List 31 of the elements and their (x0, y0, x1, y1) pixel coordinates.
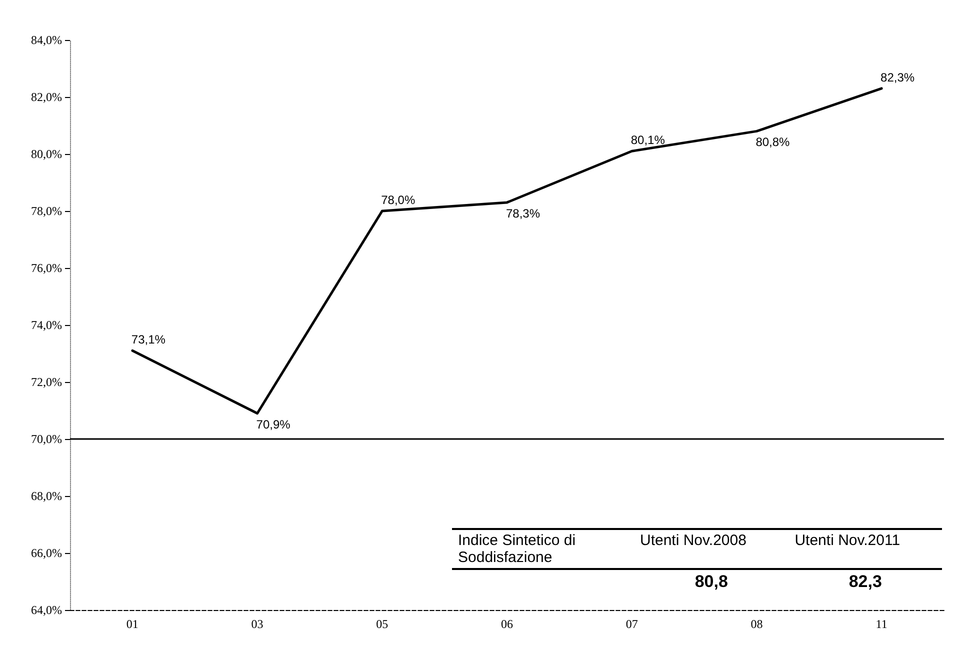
data-label: 80,1% (630, 133, 666, 148)
y-tick-label: 70,0% (31, 432, 62, 446)
y-tick-label: 76,0% (31, 261, 62, 275)
data-label: 82,3% (880, 70, 915, 84)
data-label: 78,0% (381, 193, 416, 207)
y-tick-label: 66,0% (31, 546, 62, 560)
y-tick-label: 68,0% (31, 489, 62, 503)
y-tick-label: 64,0% (31, 603, 62, 617)
x-tick-label: 06 (501, 617, 513, 631)
x-tick-label: 11 (876, 617, 888, 631)
x-tick-label: 07 (626, 617, 638, 631)
annotation: Indice Sintetico di Soddisfazione (452, 529, 634, 569)
annotation: Utenti Nov.2008 (634, 529, 789, 569)
line-series (131, 87, 883, 415)
x-tick-label: 05 (376, 617, 388, 631)
y-tick-label: 84,0% (31, 33, 62, 47)
data-label: 73,1% (131, 332, 166, 347)
annotation: 82,3 (848, 571, 883, 593)
annotation: 80,8 (694, 571, 729, 593)
y-tick-label: 82,0% (31, 90, 62, 104)
y-tick-label: 80,0% (31, 147, 62, 161)
y-tick-label: 72,0% (31, 375, 62, 389)
x-tick-label: 01 (126, 617, 138, 631)
x-tick-label: 08 (750, 617, 763, 631)
y-tick-label: 78,0% (31, 204, 62, 218)
data-label: 80,8% (756, 135, 790, 150)
annotation: Utenti Nov.2011 (788, 529, 942, 569)
data-label: 78,3% (506, 206, 540, 220)
data-label: 70,9% (256, 417, 291, 432)
x-tick-label: 03 (251, 617, 264, 631)
y-tick-label: 74,0% (31, 318, 62, 332)
